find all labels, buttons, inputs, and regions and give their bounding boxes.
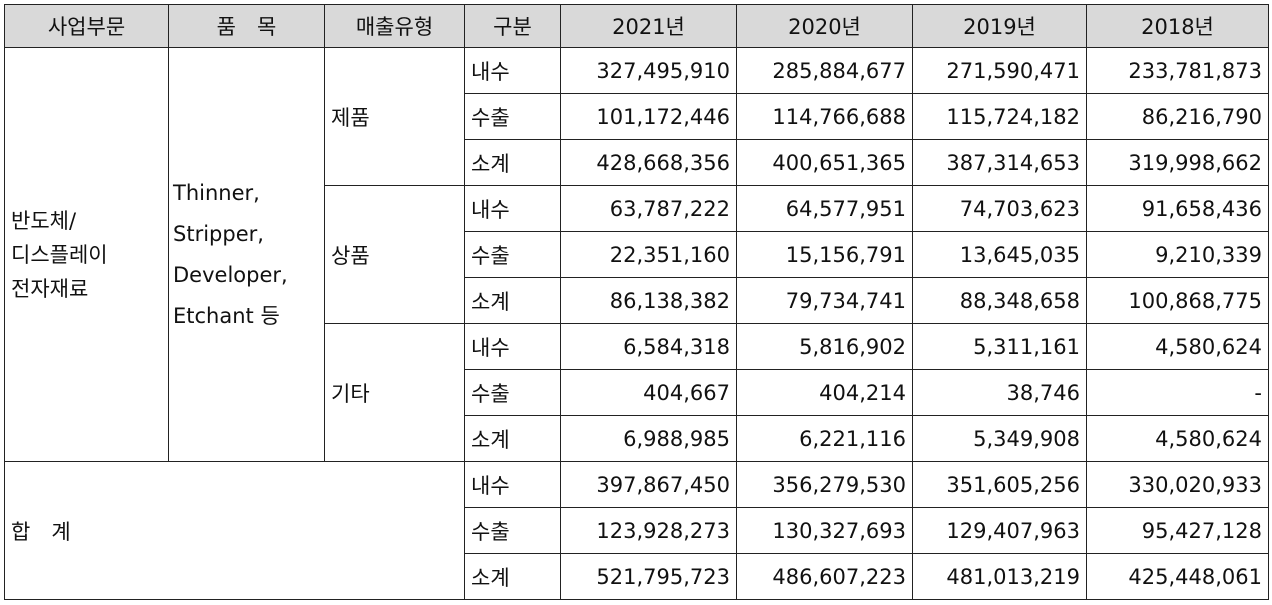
table-row: 소계 521,795,723 486,607,223 481,013,219 4… — [5, 553, 1269, 600]
value-2019: 38,746 — [912, 369, 1087, 416]
value-2020: 79,734,741 — [736, 277, 913, 324]
kind-cell: 수출 — [464, 93, 561, 140]
value-2021: 22,351,160 — [560, 231, 737, 278]
value-2018: 95,427,128 — [1086, 507, 1269, 554]
header-kind: 구분 — [464, 4, 561, 48]
value-2019: 88,348,658 — [912, 277, 1087, 324]
value-2020: 130,327,693 — [736, 507, 913, 554]
kind-cell: 소계 — [464, 139, 561, 186]
value-2018: 4,580,624 — [1086, 323, 1269, 370]
value-2018: 319,998,662 — [1086, 139, 1269, 186]
table-row: 소계 86,138,382 79,734,741 88,348,658 100,… — [5, 277, 1269, 324]
value-2018: 100,868,775 — [1086, 277, 1269, 324]
value-2019: 387,314,653 — [912, 139, 1087, 186]
value-2018: 425,448,061 — [1086, 553, 1269, 600]
value-2021: 63,787,222 — [560, 185, 737, 232]
table-row: 상품 내수 63,787,222 64,577,951 74,703,623 9… — [5, 185, 1269, 324]
total-label-cell: 합 계 — [4, 461, 465, 600]
value-2019: 481,013,219 — [912, 553, 1087, 600]
header-row: 사업부문 품 목 매출유형 구분 2021년 2020년 2019년 2018년 — [4, 4, 1269, 48]
value-2019: 5,349,908 — [912, 415, 1087, 462]
sales-type-cell: 제품 — [324, 47, 465, 186]
value-2018: 233,781,873 — [1086, 47, 1269, 94]
header-segment: 사업부문 — [4, 4, 169, 48]
value-2020: 404,214 — [736, 369, 913, 416]
value-2020: 356,279,530 — [736, 461, 913, 508]
value-2020: 6,221,116 — [736, 415, 913, 462]
table-row: 수출 22,351,160 15,156,791 13,645,035 9,21… — [5, 231, 1269, 278]
value-2020: 400,651,365 — [736, 139, 913, 186]
kind-cell: 소계 — [464, 553, 561, 600]
value-2021: 521,795,723 — [560, 553, 737, 600]
value-2021: 404,667 — [560, 369, 737, 416]
product-line: Stripper, — [173, 221, 264, 246]
value-2018: 4,580,624 — [1086, 415, 1269, 462]
header-2020: 2020년 — [736, 4, 913, 48]
kind-cell: 내수 — [464, 47, 561, 94]
kind-cell: 내수 — [464, 461, 561, 508]
value-2018: 9,210,339 — [1086, 231, 1269, 278]
value-2018: 86,216,790 — [1086, 93, 1269, 140]
value-2020: 15,156,791 — [736, 231, 913, 278]
header-product: 품 목 — [168, 4, 325, 48]
header-sales-type: 매출유형 — [324, 4, 465, 48]
kind-cell: 수출 — [464, 507, 561, 554]
value-2019: 351,605,256 — [912, 461, 1087, 508]
sales-table: 사업부문 품 목 매출유형 구분 2021년 2020년 2019년 2018년… — [4, 4, 1269, 600]
value-2021: 86,138,382 — [560, 277, 737, 324]
value-2020: 486,607,223 — [736, 553, 913, 600]
value-2021: 123,928,273 — [560, 507, 737, 554]
kind-cell: 수출 — [464, 369, 561, 416]
value-2020: 5,816,902 — [736, 323, 913, 370]
table-row: 소계 428,668,356 400,651,365 387,314,653 3… — [5, 139, 1269, 186]
kind-cell: 내수 — [464, 185, 561, 232]
value-2021: 397,867,450 — [560, 461, 737, 508]
table-row: 반도체/ 디스플레이 전자재료 Thinner, Stripper, Devel… — [4, 47, 1269, 462]
value-2019: 115,724,182 — [912, 93, 1087, 140]
header-2021: 2021년 — [560, 4, 737, 48]
value-2021: 428,668,356 — [560, 139, 737, 186]
value-2018: 330,020,933 — [1086, 461, 1269, 508]
value-2019: 13,645,035 — [912, 231, 1087, 278]
table-row: 수출 404,667 404,214 38,746 - — [5, 369, 1269, 416]
header-2018: 2018년 — [1086, 4, 1269, 48]
kind-cell: 소계 — [464, 277, 561, 324]
kind-cell: 수출 — [464, 231, 561, 278]
value-2021: 327,495,910 — [560, 47, 737, 94]
value-2020: 114,766,688 — [736, 93, 913, 140]
product-line: Thinner, — [173, 180, 260, 205]
table-row: 소계 6,988,985 6,221,116 5,349,908 4,580,6… — [5, 415, 1269, 462]
segment-label-line: 반도체/ — [11, 208, 77, 233]
segment-cell: 반도체/ 디스플레이 전자재료 — [4, 47, 169, 462]
value-2019: 74,703,623 — [912, 185, 1087, 232]
kind-cell: 소계 — [464, 415, 561, 462]
value-2020: 64,577,951 — [736, 185, 913, 232]
product-line: Etchant 등 — [173, 303, 280, 328]
value-2020: 285,884,677 — [736, 47, 913, 94]
kind-cell: 내수 — [464, 323, 561, 370]
value-2021: 6,988,985 — [560, 415, 737, 462]
value-2019: 271,590,471 — [912, 47, 1087, 94]
product-line: Developer, — [173, 262, 288, 287]
value-2019: 129,407,963 — [912, 507, 1087, 554]
segment-label-line: 디스플레이 — [11, 242, 108, 267]
sales-type-cell: 기타 — [324, 323, 465, 462]
product-cell: Thinner, Stripper, Developer, Etchant 등 — [168, 47, 325, 462]
value-2021: 101,172,446 — [560, 93, 737, 140]
header-2019: 2019년 — [912, 4, 1087, 48]
table-row: 합 계 내수 397,867,450 356,279,530 351,605,2… — [4, 461, 1269, 600]
value-2021: 6,584,318 — [560, 323, 737, 370]
sales-type-cell: 상품 — [324, 185, 465, 324]
value-2018: 91,658,436 — [1086, 185, 1269, 232]
value-2019: 5,311,161 — [912, 323, 1087, 370]
segment-label-line: 전자재료 — [11, 276, 89, 301]
value-2018: - — [1086, 369, 1269, 416]
